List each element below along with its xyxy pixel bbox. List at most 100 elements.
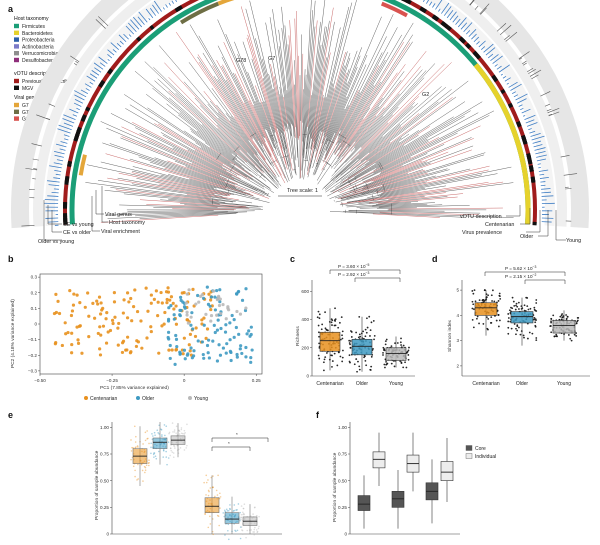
- abundance-e-jitter-point: [253, 531, 256, 533]
- prevalence-bar: [460, 22, 468, 30]
- shannon-jitter-point: [529, 307, 532, 310]
- abundance-e-jitter-point: [236, 529, 239, 532]
- tree-branch: [340, 124, 401, 176]
- tree-branch: [212, 65, 259, 141]
- abundance-e-jitter-point: [134, 469, 136, 472]
- abundance-e-jitter-point: [253, 533, 256, 536]
- votu-ring-mgv: [73, 134, 80, 142]
- tree-branch: [340, 96, 457, 181]
- shannon-jitter-point: [495, 319, 498, 322]
- tree-branch: [217, 124, 262, 171]
- pca-point: [68, 289, 72, 293]
- abundance-e-jitter-point: [238, 518, 241, 520]
- abundance-e-jitter-point: [172, 431, 174, 433]
- tree-branch: [152, 88, 232, 154]
- richness-jitter-point: [353, 363, 356, 366]
- prevalence-bar: [152, 4, 159, 14]
- shannon-jitter-point: [575, 322, 578, 324]
- pca-point: [180, 291, 184, 295]
- pca-point: [234, 292, 239, 296]
- tree-branch: [315, 0, 357, 152]
- shannon-jitter-point: [522, 334, 525, 337]
- tree-branch: [301, 10, 313, 178]
- tree-branch: [134, 70, 267, 182]
- shannon-jitter-point: [482, 298, 484, 301]
- abundance-e-jitter-point: [216, 494, 219, 496]
- pca-point: [181, 300, 185, 304]
- shannon-jitter-point: [552, 314, 555, 317]
- prevalence-bar: [62, 118, 75, 124]
- tree-branch: [106, 127, 227, 180]
- pca-point: [76, 341, 81, 346]
- tree-branch: [345, 106, 399, 163]
- shannon-jitter-point: [513, 304, 516, 307]
- shannon-jitter-point: [523, 336, 525, 339]
- ring-label-host-taxonomy: Host taxonomy: [109, 220, 145, 226]
- pca-point: [247, 329, 251, 333]
- pca-point: [188, 332, 193, 336]
- abundance-e-jitter-point: [172, 452, 175, 454]
- tree-branch: [230, 120, 258, 156]
- tree-branch: [146, 204, 250, 209]
- tree-branch: [378, 174, 482, 195]
- pca-point: [200, 340, 205, 344]
- prevalence-bar: [171, 0, 174, 4]
- abundance-e-jitter-point: [167, 441, 170, 443]
- legend-swatch: [14, 109, 19, 114]
- richness-jitter-point: [385, 363, 388, 366]
- richness-jitter-point: [341, 337, 344, 340]
- tree-branch: [339, 182, 514, 206]
- abundance-e-jitter-point: [217, 515, 220, 517]
- pca-point: [98, 325, 102, 329]
- pca-point: [184, 301, 188, 305]
- abundance-e-boxes: [130, 422, 260, 541]
- prevalence-bar: [98, 56, 108, 64]
- abundance-e-jitter-point: [131, 446, 133, 449]
- pca-point: [140, 346, 144, 350]
- pca-point: [70, 351, 74, 355]
- tree-branch: [242, 41, 278, 144]
- tree-branch: [294, 18, 299, 138]
- tree-branch: [183, 81, 263, 169]
- pca-point: [178, 314, 182, 318]
- prevalence-bar: [55, 173, 61, 176]
- tree-branch: [136, 178, 228, 197]
- richness-jitter-point: [364, 359, 367, 362]
- prevalence-bar: [536, 154, 547, 158]
- tree-branch: [333, 85, 375, 153]
- pca-point: [244, 355, 248, 359]
- abundance-e-jitter-point: [242, 533, 244, 536]
- tree-branch: [350, 69, 423, 152]
- votu-ring-mgv: [80, 114, 87, 122]
- pca-frame: [39, 273, 263, 375]
- legend-swatch: [14, 116, 19, 121]
- pca-point: [204, 312, 208, 316]
- tree-branch: [139, 213, 237, 219]
- abundance-e-jitter-point: [240, 516, 243, 519]
- abundance-e-jitter-point: [207, 494, 210, 497]
- abundance-e-jitter-point: [215, 489, 218, 492]
- tree-branch: [368, 126, 402, 154]
- shannon-jitter-point: [472, 326, 475, 329]
- pca-point: [217, 343, 221, 347]
- tree-branch: [188, 62, 258, 154]
- abundance-e-jitter-point: [180, 427, 183, 429]
- abundance-e-jitter-point: [168, 432, 170, 435]
- abundance-e-jitter-point: [212, 486, 214, 488]
- shannon-stat-2-exp: −2: [533, 273, 537, 277]
- abundance-f-legend-swatch: [465, 453, 473, 459]
- pca-point: [207, 356, 211, 360]
- pca-point: [168, 356, 172, 361]
- prevalence-bar: [137, 16, 145, 25]
- abundance-e-jitter-point: [133, 425, 136, 428]
- prevalence-bar: [541, 191, 551, 194]
- pca-point: [244, 287, 248, 291]
- pca-point: [183, 306, 187, 310]
- abundance-e-jitter-point: [173, 429, 176, 431]
- pca-point: [215, 298, 219, 302]
- richness-jitter-point: [317, 354, 320, 357]
- tree-branch: [375, 145, 405, 164]
- abundance-f-ytick-label: 0.75: [338, 452, 347, 457]
- richness-jitter-point: [358, 365, 361, 368]
